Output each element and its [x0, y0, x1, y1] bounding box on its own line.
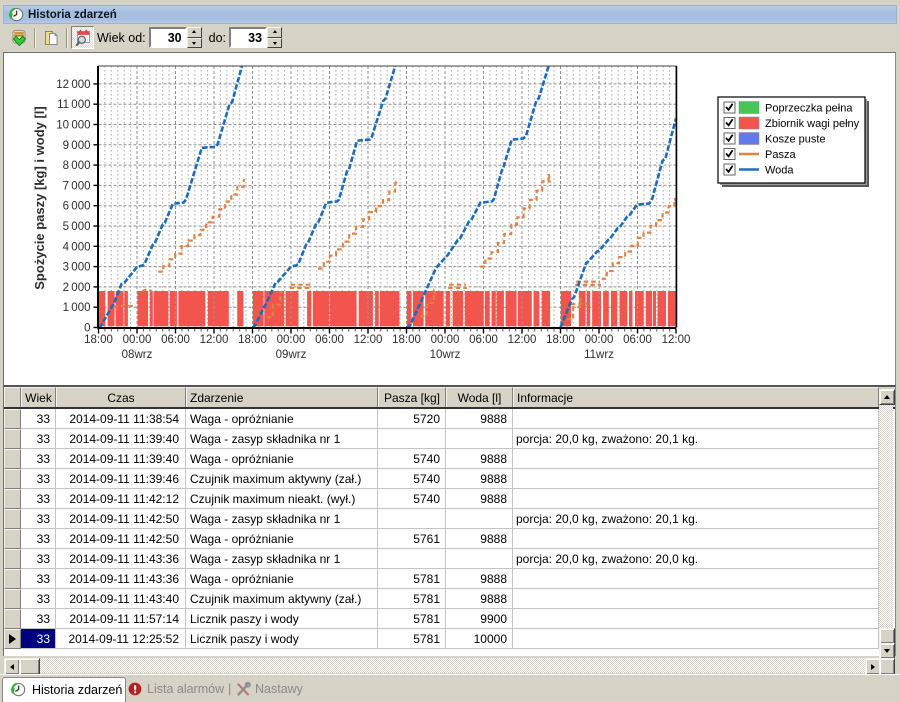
svg-text:12:00: 12:00 — [200, 334, 229, 346]
svg-text:4 000: 4 000 — [63, 241, 91, 253]
svg-text:7 000: 7 000 — [63, 180, 91, 192]
svg-text:18:00: 18:00 — [546, 334, 575, 346]
svg-text:08wrz: 08wrz — [122, 349, 153, 361]
svg-text:06:00: 06:00 — [623, 334, 652, 346]
svg-text:Pasza: Pasza — [765, 149, 796, 161]
svg-text:18:00: 18:00 — [84, 334, 113, 346]
svg-text:Kosze puste: Kosze puste — [765, 134, 826, 146]
svg-text:Woda: Woda — [765, 165, 794, 177]
svg-text:10wrz: 10wrz — [430, 349, 461, 361]
svg-text:12:00: 12:00 — [354, 334, 383, 346]
svg-text:12:00: 12:00 — [662, 334, 691, 346]
svg-text:5 000: 5 000 — [63, 221, 91, 233]
svg-text:06:00: 06:00 — [161, 334, 190, 346]
svg-text:00:00: 00:00 — [123, 334, 152, 346]
svg-text:00:00: 00:00 — [585, 334, 614, 346]
svg-text:3 000: 3 000 — [63, 262, 91, 274]
svg-text:18:00: 18:00 — [238, 334, 267, 346]
svg-text:11 000: 11 000 — [57, 99, 90, 111]
svg-text:11wrz: 11wrz — [584, 349, 614, 361]
svg-text:00:00: 00:00 — [277, 334, 306, 346]
svg-text:00:00: 00:00 — [431, 334, 460, 346]
svg-text:10 000: 10 000 — [56, 120, 90, 132]
svg-text:12 000: 12 000 — [56, 79, 90, 91]
svg-text:Spożycie paszy [kg] i wody [l]: Spożycie paszy [kg] i wody [l] — [32, 106, 47, 289]
svg-text:6 000: 6 000 — [63, 201, 91, 213]
svg-text:Poprzeczka pełna: Poprzeczka pełna — [765, 103, 853, 115]
svg-text:18:00: 18:00 — [392, 334, 421, 346]
svg-text:06:00: 06:00 — [315, 334, 344, 346]
svg-text:8 000: 8 000 — [63, 160, 91, 172]
svg-text:2 000: 2 000 — [63, 282, 91, 294]
svg-text:0: 0 — [84, 323, 90, 335]
svg-text:09wrz: 09wrz — [276, 349, 307, 361]
svg-text:12:00: 12:00 — [508, 334, 537, 346]
svg-text:Zbiornik wagi pełny: Zbiornik wagi pełny — [765, 118, 860, 130]
svg-text:06:00: 06:00 — [469, 334, 498, 346]
svg-text:9 000: 9 000 — [63, 140, 91, 152]
svg-text:1 000: 1 000 — [63, 302, 91, 314]
